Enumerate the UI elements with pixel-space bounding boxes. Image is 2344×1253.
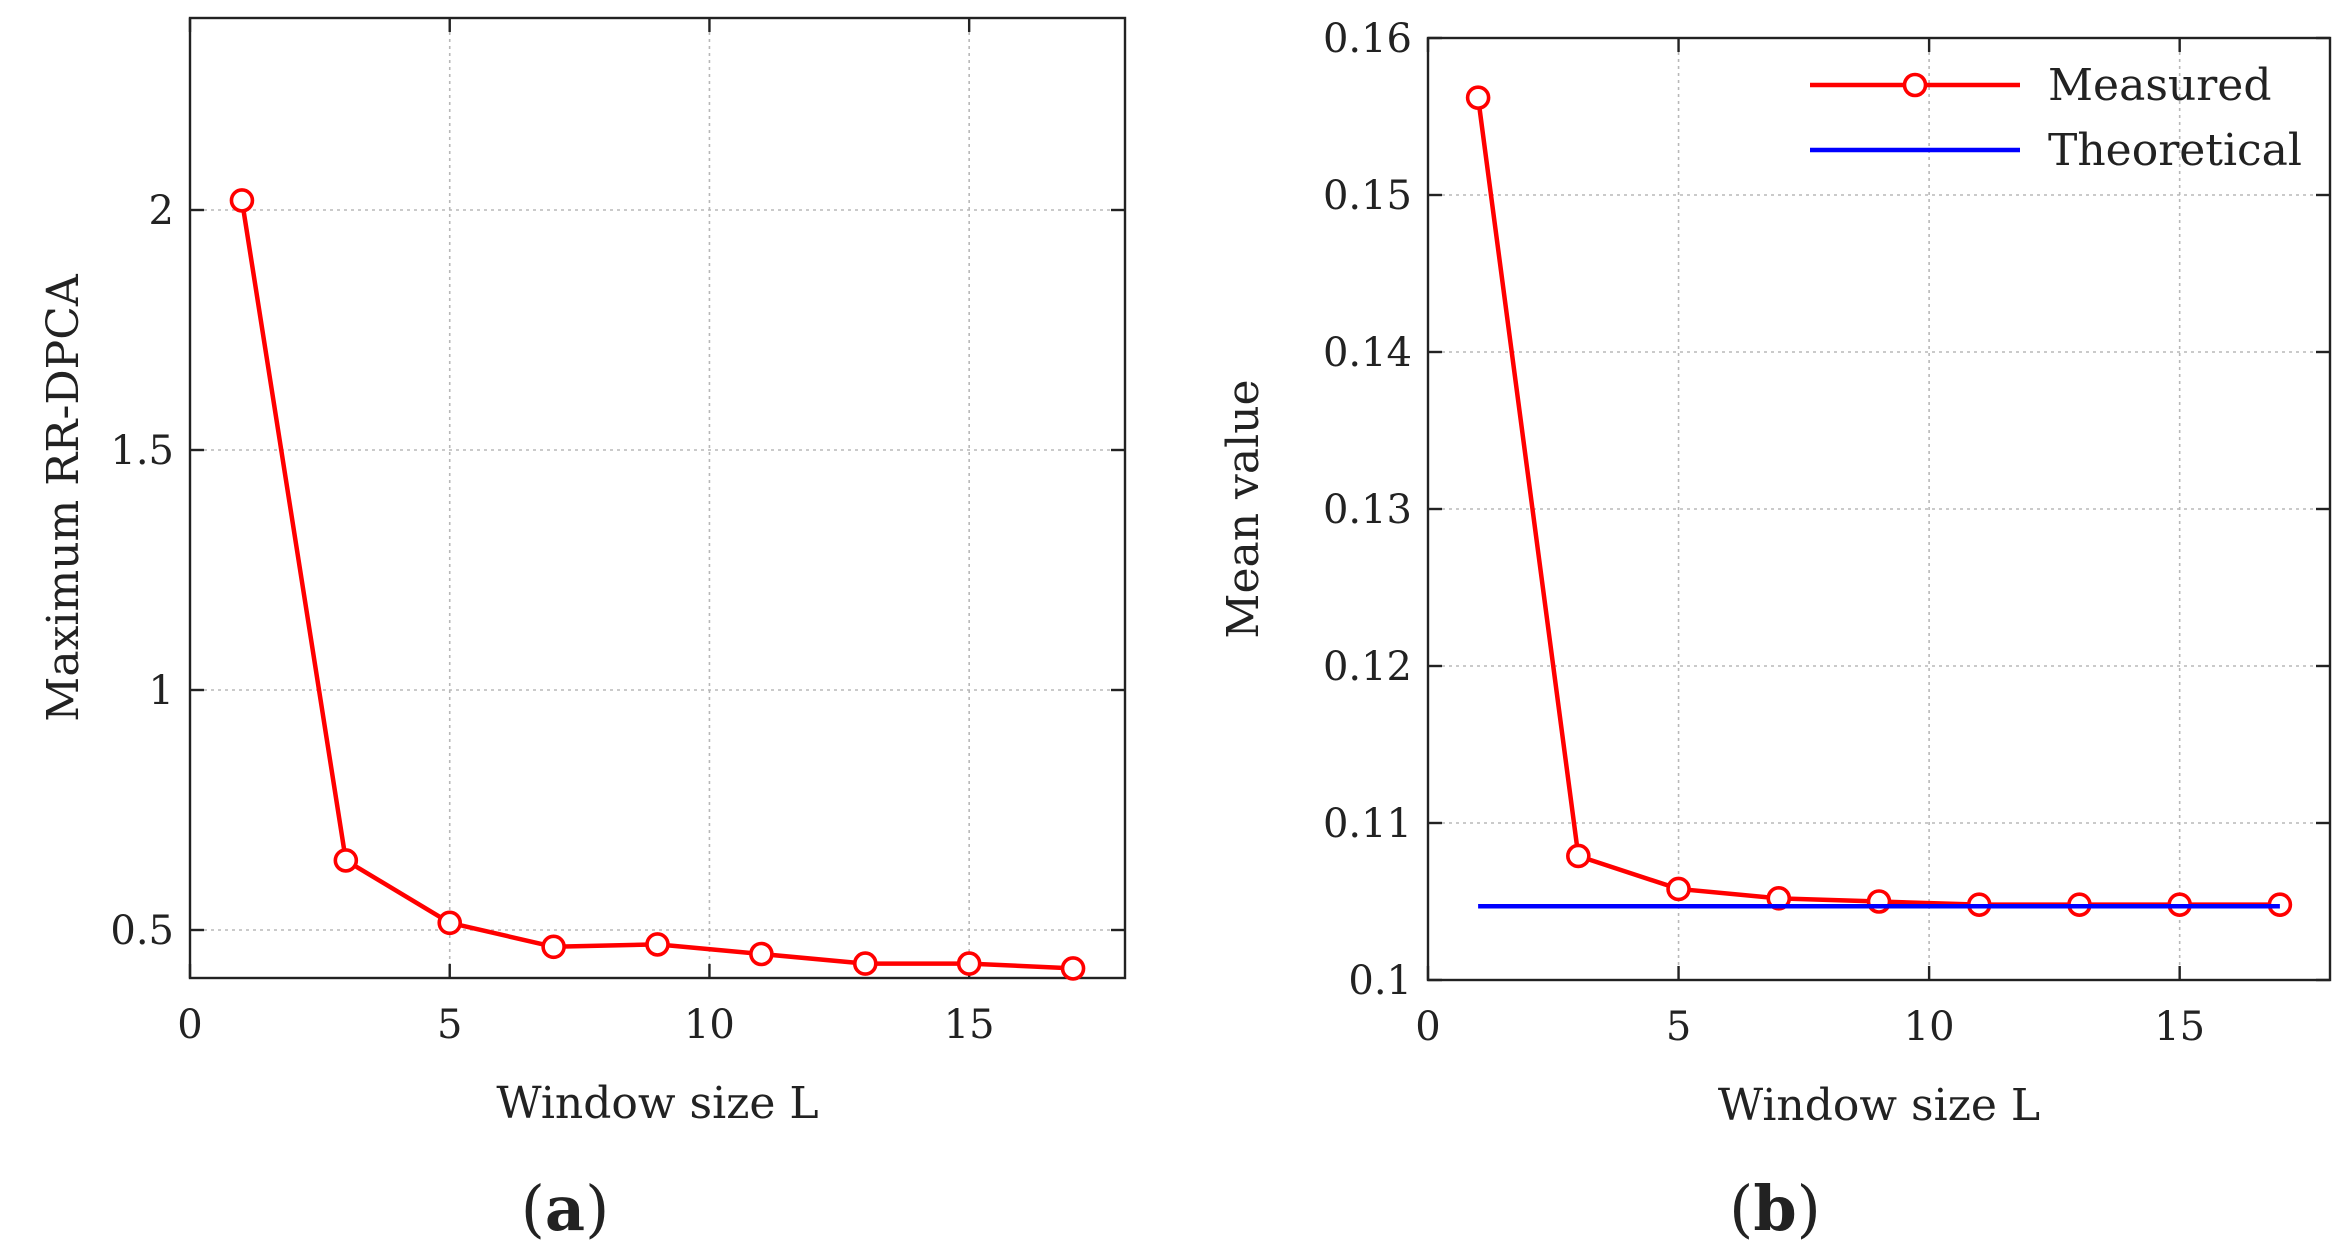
data-point-measured-L7 [1766,886,1792,911]
panel-b: 0 5 10 15 0.1 0.11 0.12 0.13 0.14 0.15 0.16 Window … [1218,16,2332,1245]
x-tick-label-15: 15 [2154,1004,2205,1050]
legend-label-theoretical: Theoretical [2048,125,2302,176]
data-point-maximum-rr-dpca-L15 [956,951,982,976]
x-tick-label-10: 10 [684,1002,735,1048]
panel-label: (a) [521,1172,610,1245]
panel-label: (b) [1729,1172,1821,1245]
data-point-measured-L9 [1866,889,1892,914]
x-axis-label: Window size L [496,1078,818,1129]
y-tick-label-2: 2 [149,188,174,234]
x-tick-label-15: 15 [944,1002,995,1048]
data-point-maximum-rr-dpca-L5 [437,910,463,936]
data-point-maximum-rr-dpca-L17 [1060,956,1086,981]
panel-label-letter: a [545,1172,585,1245]
panel-a: 0 5 10 15 0.5 1 1.5 2 Window size L Maximum RR-DP… [38,16,1127,1245]
x-tick-label-5: 5 [437,1002,462,1048]
y-tick-label-1.5: 1.5 [110,428,174,474]
data-point-maximum-rr-dpca-L7 [541,934,566,960]
x-tick-label-10: 10 [1904,1004,1955,1050]
data-point-maximum-rr-dpca-L1 [229,188,255,213]
legend-label-measured: Measured [2048,60,2271,111]
x-tick-label-5: 5 [1666,1004,1691,1050]
panel-label-open: ( [521,1172,545,1245]
data-point-measured-L5 [1666,876,1691,902]
panel-label-open: ( [1729,1172,1753,1245]
y-tick-label-0.16: 0.16 [1323,16,1412,62]
y-tick-label-1: 1 [149,668,174,714]
x-tick-label-0: 0 [177,1002,202,1048]
plot-frame [188,16,1127,980]
legend-marker-measured [1902,72,1928,98]
y-tick-label-0.1: 0.1 [1348,958,1412,1004]
y-tick-label-0.13: 0.13 [1323,487,1412,533]
panel-label-close: ) [1797,1172,1821,1245]
y-axis-label: Maximum RR-DPCA [38,273,89,722]
y-axis-label: Mean value [1218,379,1269,638]
series-line-maximum-rr-dpca [239,200,1074,971]
data-point-maximum-rr-dpca-L9 [645,932,670,957]
y-tick-label-0.14: 0.14 [1323,330,1412,376]
x-tick-label-0: 0 [1415,1004,1440,1050]
panel-label-letter: b [1753,1172,1796,1245]
y-tick-label-0.12: 0.12 [1323,644,1412,690]
legend: Measured Theoretical [1810,60,2302,176]
panel-label-close: ) [585,1172,609,1245]
x-axis-label: Window size L [1718,1080,2040,1131]
data-point-maximum-rr-dpca-L13 [852,951,878,976]
data-point-measured-L1 [1465,85,1491,110]
y-tick-label-0.11: 0.11 [1323,801,1412,847]
data-point-maximum-rr-dpca-L11 [749,941,774,967]
data-point-measured-L3 [1566,843,1591,869]
series-line-measured [1475,97,2280,907]
y-tick-label-0.15: 0.15 [1323,173,1412,219]
data-point-maximum-rr-dpca-L3 [333,848,359,873]
y-tick-label-0.5: 0.5 [110,908,174,954]
